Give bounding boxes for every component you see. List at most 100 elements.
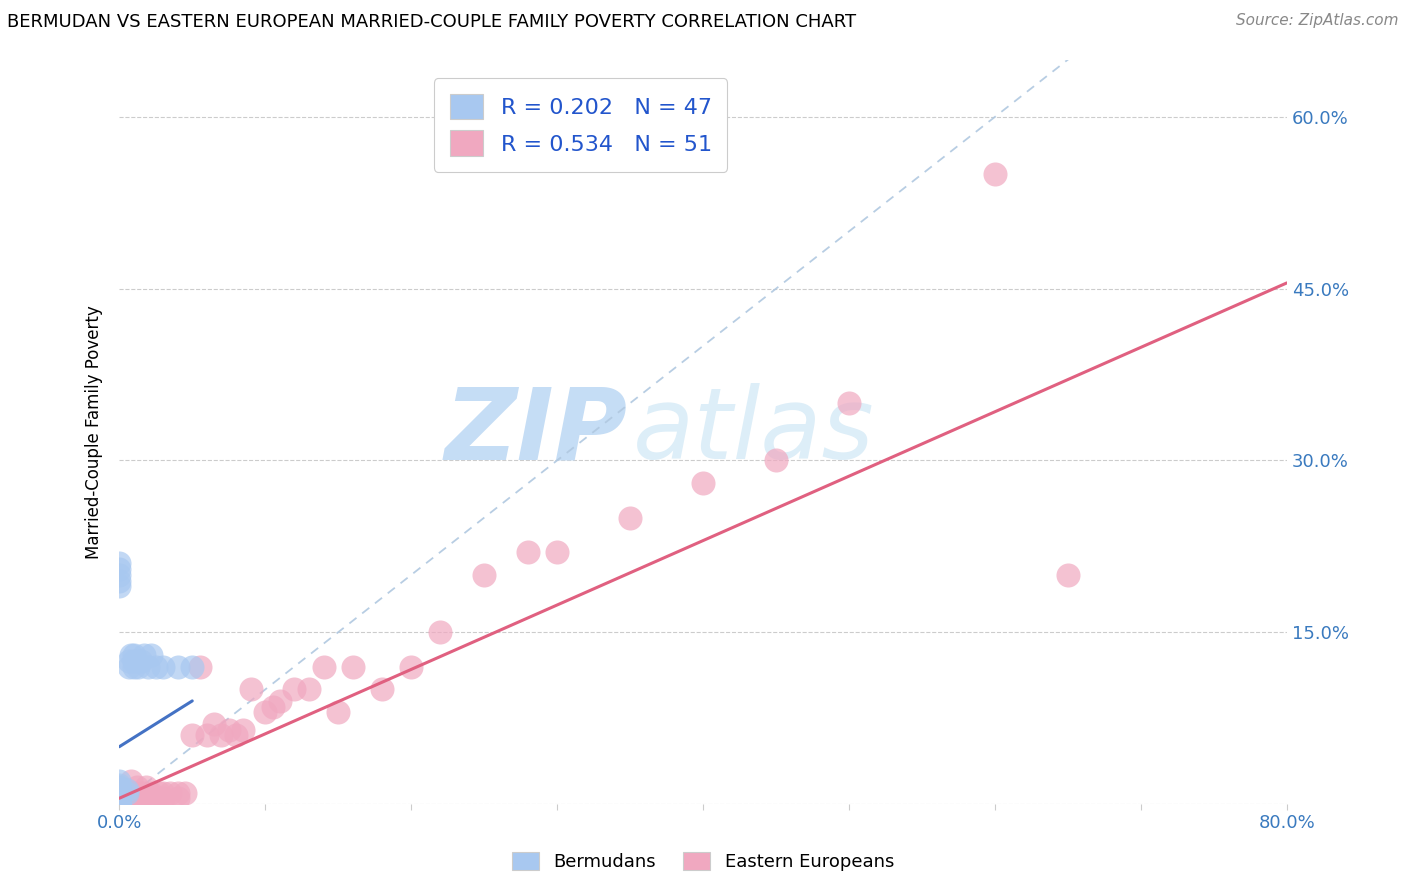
Point bbox=[127, 659, 149, 673]
Point bbox=[108, 562, 131, 576]
Point bbox=[108, 791, 131, 805]
Point bbox=[166, 659, 188, 673]
Point bbox=[429, 625, 451, 640]
Text: atlas: atlas bbox=[633, 384, 875, 480]
Point bbox=[108, 778, 131, 792]
Point bbox=[108, 774, 131, 789]
Point bbox=[115, 785, 138, 799]
Point bbox=[152, 659, 174, 673]
Point bbox=[202, 716, 225, 731]
Point bbox=[108, 788, 131, 802]
Point bbox=[342, 659, 364, 673]
Point bbox=[225, 728, 247, 742]
Point bbox=[108, 797, 131, 811]
Point bbox=[195, 728, 218, 742]
Point bbox=[166, 791, 188, 805]
Point bbox=[108, 795, 131, 809]
Point bbox=[472, 568, 495, 582]
Point bbox=[108, 797, 131, 811]
Point bbox=[108, 797, 131, 811]
Point bbox=[108, 797, 131, 811]
Point bbox=[108, 797, 131, 811]
Point bbox=[108, 568, 131, 582]
Point bbox=[129, 791, 152, 805]
Point bbox=[122, 654, 145, 668]
Point bbox=[131, 785, 153, 799]
Point bbox=[312, 659, 335, 673]
Point bbox=[141, 785, 163, 799]
Point bbox=[619, 510, 641, 524]
Point bbox=[122, 785, 145, 799]
Point bbox=[108, 797, 131, 811]
Point bbox=[328, 706, 350, 720]
Point bbox=[108, 557, 131, 571]
Point bbox=[132, 648, 155, 662]
Point bbox=[115, 783, 138, 797]
Point bbox=[108, 793, 131, 807]
Point bbox=[138, 791, 160, 805]
Point bbox=[371, 682, 394, 697]
Point bbox=[145, 659, 167, 673]
Point bbox=[120, 774, 142, 789]
Point bbox=[209, 728, 232, 742]
Point bbox=[135, 780, 157, 794]
Point bbox=[108, 783, 131, 797]
Point bbox=[298, 682, 321, 697]
Y-axis label: Married-Couple Family Poverty: Married-Couple Family Poverty bbox=[86, 305, 103, 558]
Point bbox=[108, 797, 131, 811]
Point bbox=[145, 791, 167, 805]
Point bbox=[152, 791, 174, 805]
Point bbox=[108, 579, 131, 593]
Point bbox=[108, 792, 131, 806]
Point bbox=[399, 659, 422, 673]
Point bbox=[108, 780, 131, 794]
Point bbox=[122, 659, 145, 673]
Point bbox=[765, 453, 787, 467]
Point bbox=[516, 545, 538, 559]
Text: ZIP: ZIP bbox=[444, 384, 627, 480]
Point bbox=[166, 785, 188, 799]
Point bbox=[122, 648, 145, 662]
Point bbox=[148, 785, 170, 799]
Point bbox=[984, 167, 1007, 181]
Point bbox=[108, 574, 131, 588]
Point bbox=[218, 723, 240, 737]
Point bbox=[108, 790, 131, 805]
Point bbox=[283, 682, 305, 697]
Point bbox=[1057, 568, 1080, 582]
Point bbox=[122, 791, 145, 805]
Point bbox=[108, 785, 131, 799]
Point bbox=[269, 694, 291, 708]
Point bbox=[692, 476, 714, 491]
Point bbox=[115, 791, 138, 805]
Point bbox=[108, 797, 131, 811]
Point bbox=[108, 797, 131, 811]
Point bbox=[239, 682, 262, 697]
Point bbox=[108, 791, 131, 805]
Text: Source: ZipAtlas.com: Source: ZipAtlas.com bbox=[1236, 13, 1399, 29]
Point bbox=[118, 654, 141, 668]
Point bbox=[546, 545, 568, 559]
Point bbox=[108, 797, 131, 811]
Point bbox=[152, 785, 174, 799]
Point bbox=[108, 785, 131, 799]
Point bbox=[159, 785, 181, 799]
Point bbox=[129, 654, 152, 668]
Point bbox=[108, 789, 131, 803]
Point bbox=[232, 723, 254, 737]
Point bbox=[108, 780, 131, 794]
Legend: Bermudans, Eastern Europeans: Bermudans, Eastern Europeans bbox=[505, 845, 901, 879]
Point bbox=[108, 791, 131, 805]
Point bbox=[188, 659, 211, 673]
Point bbox=[108, 785, 131, 799]
Text: BERMUDAN VS EASTERN EUROPEAN MARRIED-COUPLE FAMILY POVERTY CORRELATION CHART: BERMUDAN VS EASTERN EUROPEAN MARRIED-COU… bbox=[7, 13, 856, 31]
Point bbox=[120, 648, 142, 662]
Point bbox=[141, 648, 163, 662]
Point bbox=[838, 396, 860, 410]
Point bbox=[108, 797, 131, 811]
Legend: R = 0.202   N = 47, R = 0.534   N = 51: R = 0.202 N = 47, R = 0.534 N = 51 bbox=[434, 78, 727, 172]
Point bbox=[118, 659, 141, 673]
Point bbox=[254, 706, 277, 720]
Point bbox=[174, 785, 197, 799]
Point bbox=[181, 728, 204, 742]
